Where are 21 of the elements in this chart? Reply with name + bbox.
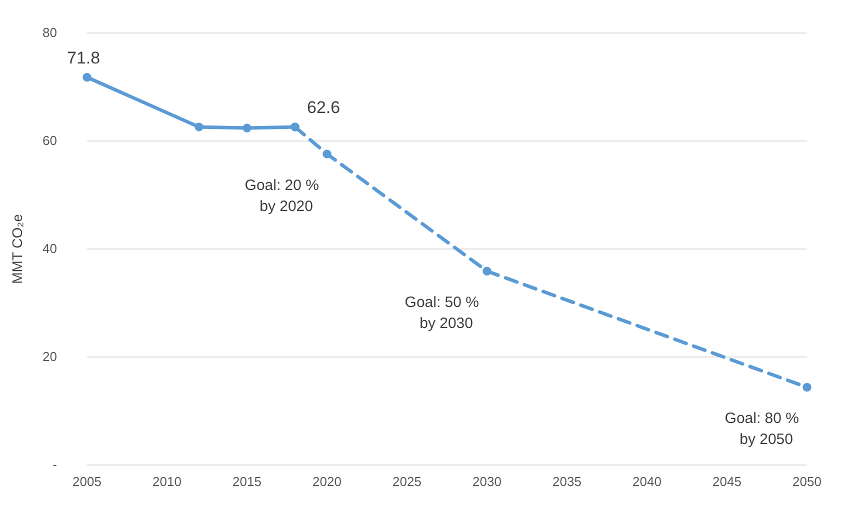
x-tick-label: 2015 xyxy=(232,474,262,490)
x-tick-label: 2005 xyxy=(72,474,102,490)
y-tick-label: 40 xyxy=(42,241,57,256)
y-tick-label: 80 xyxy=(42,25,57,40)
annotation: Goal: 50 % by 2030 xyxy=(404,294,479,332)
x-tick-label: 2045 xyxy=(712,474,742,490)
x-tick-label: 2025 xyxy=(392,474,422,490)
y-tick-label: 20 xyxy=(42,349,57,364)
y-tick-label: - xyxy=(52,457,57,472)
x-tick-label: 2035 xyxy=(552,474,582,490)
x-tick-label: 2040 xyxy=(632,474,662,490)
y-tick-label: 60 xyxy=(42,133,57,148)
annotation: Goal: 20 % by 2020 xyxy=(244,176,319,215)
x-tick-label: 2030 xyxy=(472,474,502,490)
data-label: 71.8 xyxy=(67,48,100,68)
x-tick-label: 2050 xyxy=(792,474,822,490)
x-tick-label: 2010 xyxy=(152,474,182,490)
annotation: Goal: 80 % by 2050 xyxy=(724,410,799,448)
data-label: 62.6 xyxy=(307,98,340,117)
y-axis-title: MMT CO₂e xyxy=(9,214,25,284)
x-tick-label: 2020 xyxy=(312,474,342,490)
